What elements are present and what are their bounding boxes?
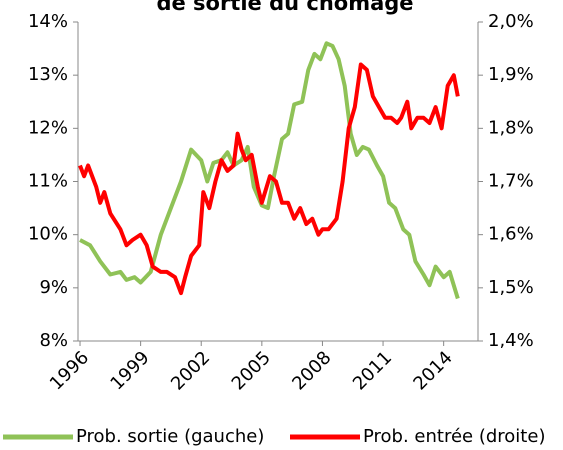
y2-tick-label: 1,6%	[488, 224, 534, 245]
y2-tick-label: 1,9%	[488, 64, 534, 85]
legend-label: Prob. entrée (droite)	[363, 426, 545, 447]
y-tick-label: 11%	[28, 171, 68, 192]
y-tick-label: 12%	[28, 117, 68, 138]
x-tick-label: 2014	[409, 347, 456, 394]
x-tick-label: 2008	[288, 347, 335, 394]
y-tick-label: 13%	[28, 64, 68, 85]
x-tick-label: 1996	[46, 347, 93, 394]
y2-tick-label: 1,8%	[488, 117, 534, 138]
y2-tick-label: 2,0%	[488, 11, 534, 32]
y-tick-label: 14%	[28, 11, 68, 32]
legend-label: Prob. sortie (gauche)	[76, 426, 264, 447]
data-line	[78, 62, 460, 296]
y-tick-label: 10%	[28, 224, 68, 245]
y2-tick-label: 1,5%	[488, 277, 534, 298]
y-tick-label: 9%	[39, 277, 68, 298]
chart-title: de sortie du chômage	[156, 0, 413, 15]
x-tick-label: 2005	[228, 347, 275, 394]
y2-tick-label: 1,7%	[488, 171, 534, 192]
y-tick-label: 8%	[39, 330, 68, 351]
data-line	[79, 41, 460, 300]
x-tick-label: 1999	[106, 347, 153, 394]
x-tick-label: 2011	[349, 347, 396, 394]
y2-tick-label: 1,4%	[488, 330, 534, 351]
x-tick-label: 2002	[167, 347, 214, 394]
